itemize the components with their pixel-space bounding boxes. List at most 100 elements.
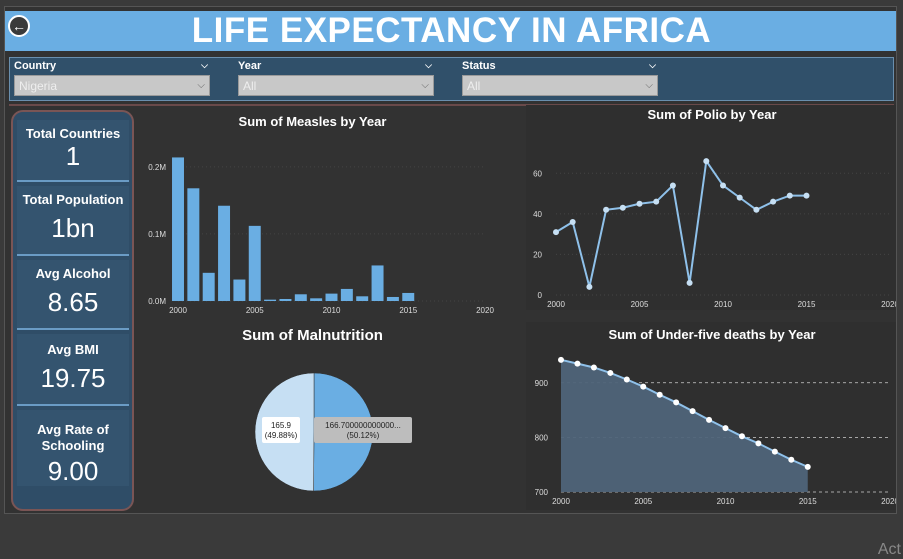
polio-point [586, 283, 593, 290]
kpi-value: 1bn [51, 213, 95, 243]
under-five-point [590, 364, 597, 371]
measles-chart-title: Sum of Measles by Year [238, 114, 387, 129]
y-tick-label: 900 [535, 379, 549, 388]
measles-bar [325, 293, 338, 301]
malnutrition-pie-chart: 165.9(49.88%) 166.700000000000...(50.12%) [254, 372, 412, 492]
chevron-down-icon[interactable]: ⌵ [201, 60, 208, 70]
under-five-chart-visual[interactable]: Sum of Under-five deaths by Year 700 800 9… [526, 322, 897, 510]
status-filter-label: Status [462, 60, 496, 72]
kpi-total-population: Total Population 1bn [17, 186, 129, 256]
malnutrition-chart-visual[interactable]: Sum of Malnutrition 165.9 (49.88%) 166.700… [140, 322, 520, 510]
y-tick-label: 0.0M [148, 297, 166, 306]
x-tick-label: 2015 [399, 306, 417, 315]
polio-point [619, 204, 626, 211]
polio-point [720, 182, 726, 189]
under-five-point [738, 433, 745, 440]
polio-chart-title: Sum of Polio by Year [647, 107, 777, 122]
country-filter-label: Country [14, 60, 57, 72]
under-five-point [558, 356, 564, 363]
pie-label-value: 165.9 [271, 421, 292, 430]
x-tick-label: 2005 [634, 497, 652, 506]
measles-bar [233, 279, 246, 301]
under-five-point [656, 391, 663, 398]
chevron-down-icon[interactable]: ⌵ [425, 60, 432, 70]
measles-bar [310, 298, 323, 301]
pie-label-value: 166.700000000000... [325, 421, 401, 430]
polio-point [603, 206, 610, 213]
chevron-down-icon[interactable]: ⌵ [649, 60, 656, 70]
pie-label-box [262, 417, 300, 443]
y-tick-label: 800 [535, 433, 549, 442]
under-five-point [722, 425, 729, 432]
polio-point [636, 200, 643, 207]
year-filter[interactable]: Year ⌵ All ⌵ [238, 60, 434, 96]
country-select[interactable]: Nigeria ⌵ [14, 75, 210, 96]
activation-watermark: Act [877, 541, 901, 558]
country-filter[interactable]: Country ⌵ Nigeria ⌵ [14, 60, 210, 96]
year-filter-label: Year [238, 60, 262, 72]
status-select[interactable]: All ⌵ [462, 75, 658, 96]
kpi-label: Avg Alcohol [35, 266, 111, 281]
polio-point [553, 229, 559, 236]
kpi-value: 1 [65, 141, 81, 171]
kpi-label: Total Countries [25, 126, 121, 141]
measles-bar [294, 294, 307, 301]
x-tick-label: 2020 [881, 497, 897, 506]
y-tick-label: 20 [533, 250, 542, 259]
kpi-avg-schooling: Avg Rate of Schooling 9.00 [17, 410, 129, 486]
under-five-point [706, 416, 713, 423]
kpi-label: Avg BMI [47, 342, 99, 357]
x-tick-label: 2010 [714, 300, 732, 309]
back-arrow-icon[interactable]: ← [8, 15, 30, 37]
polio-point [703, 158, 710, 165]
measles-bar [187, 188, 200, 301]
polio-point [569, 218, 576, 225]
under-five-area [561, 359, 808, 492]
measles-bar-chart: 0.0M 0.1M 0.2M 2000 2005 2010 2015 2020 [148, 157, 494, 315]
kpi-label: Avg Rate of Schooling [37, 422, 109, 453]
under-five-point [607, 369, 614, 376]
polio-point [653, 198, 660, 205]
divider [9, 104, 894, 106]
under-five-point [574, 360, 581, 367]
under-five-point [689, 408, 696, 415]
under-five-line [560, 358, 809, 468]
under-five-point [623, 376, 630, 383]
y-tick-label: 0 [538, 291, 543, 300]
measles-bar [264, 299, 277, 301]
page-title: LIFE EXPECTANCY IN AFRICA [191, 11, 712, 50]
under-five-area-chart: 700 800 900 2000 2005 2010 2015 2020 [535, 356, 897, 506]
under-five-point [771, 448, 778, 455]
pie-label-box [314, 417, 412, 443]
kpi-value: 19.75 [40, 363, 106, 393]
kpi-label: Total Population [22, 192, 124, 207]
x-tick-label: 2005 [246, 306, 264, 315]
under-five-point [788, 456, 795, 463]
under-five-point [640, 383, 647, 390]
malnutrition-chart-title: Sum of Malnutrition [242, 327, 383, 344]
measles-chart-visual[interactable]: Sum of Measles by Year 0.0M 0.1M 0.2M 2000 2… [140, 110, 520, 315]
status-select-value: All [467, 78, 481, 93]
country-select-value: Nigeria [19, 78, 58, 93]
y-tick-label: 60 [533, 169, 542, 178]
under-five-point [804, 463, 811, 470]
x-tick-label: 2000 [552, 497, 570, 506]
kpi-value: 9.00 [47, 456, 99, 486]
year-select[interactable]: All ⌵ [238, 75, 434, 96]
x-tick-label: 2010 [717, 497, 735, 506]
measles-bar [172, 157, 184, 301]
polio-point [669, 182, 676, 189]
chevron-down-icon: ⌵ [645, 80, 653, 91]
measles-bar [402, 292, 415, 301]
status-filter[interactable]: Status ⌵ All ⌵ [462, 60, 658, 96]
under-five-chart-title: Sum of Under-five deaths by Year [608, 327, 816, 342]
measles-bar [340, 288, 353, 301]
under-five-point [673, 399, 680, 406]
y-tick-label: 700 [535, 488, 549, 497]
measles-bar [386, 296, 399, 301]
chevron-down-icon: ⌵ [421, 80, 429, 91]
polio-line [555, 158, 807, 288]
polio-chart-visual[interactable]: Sum of Polio by Year 0 20 40 60 2000 2005 2010… [526, 105, 896, 310]
title-banner: LIFE EXPECTANCY IN AFRICA [5, 11, 896, 51]
measles-bar [356, 296, 369, 301]
